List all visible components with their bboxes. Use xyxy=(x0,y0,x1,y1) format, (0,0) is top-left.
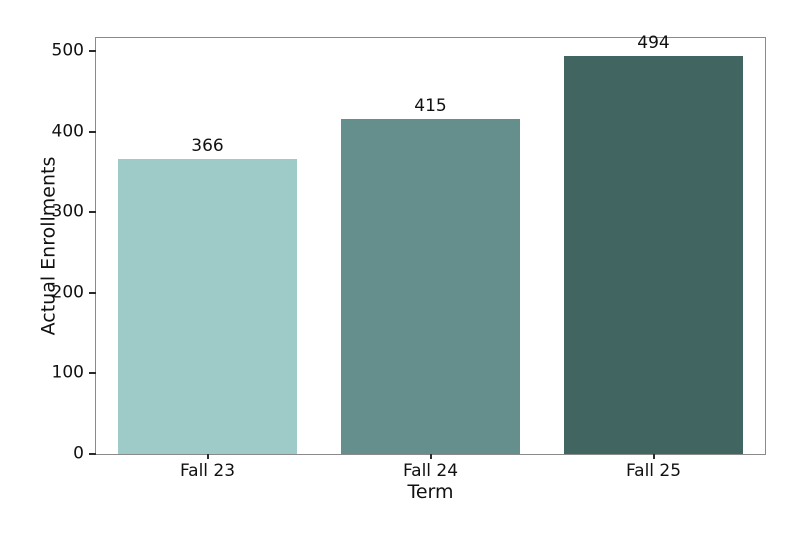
bar-value-label-fall-25: 494 xyxy=(637,32,670,53)
y-tick-mark-100 xyxy=(89,372,96,375)
y-tick-label-500: 500 xyxy=(51,40,84,61)
bar-fall-23 xyxy=(118,158,297,454)
y-tick-label-400: 400 xyxy=(51,121,84,142)
x-tick-mark-fall-25 xyxy=(652,454,655,459)
bar-value-label-fall-23: 366 xyxy=(191,135,224,156)
plot-area: Actual Enrollments Term 366 Fall 23 415 Fal… xyxy=(38,32,766,502)
y-tick-mark-300 xyxy=(89,211,96,214)
x-tick-label-fall-24: Fall 24 xyxy=(402,461,459,481)
x-tick-mark-fall-23 xyxy=(206,454,209,459)
bar-value-label-fall-24: 415 xyxy=(414,96,447,117)
y-tick-mark-400 xyxy=(89,130,96,133)
bar-fall-24 xyxy=(341,119,520,454)
y-tick-label-0: 0 xyxy=(73,443,84,464)
x-tick-mark-fall-24 xyxy=(429,454,432,459)
y-tick-mark-200 xyxy=(89,291,96,294)
x-axis-label: Term xyxy=(407,481,454,503)
y-tick-label-300: 300 xyxy=(51,201,84,222)
y-tick-mark-0 xyxy=(89,453,96,455)
y-axis-label: Actual Enrollments xyxy=(37,156,60,336)
x-tick-label-fall-23: Fall 23 xyxy=(179,461,236,481)
x-tick-label-fall-25: Fall 25 xyxy=(625,461,682,481)
y-tick-label-200: 200 xyxy=(51,282,84,303)
bar-fall-25 xyxy=(564,55,743,454)
y-tick-label-100: 100 xyxy=(51,362,84,383)
y-tick-mark-500 xyxy=(89,49,96,52)
